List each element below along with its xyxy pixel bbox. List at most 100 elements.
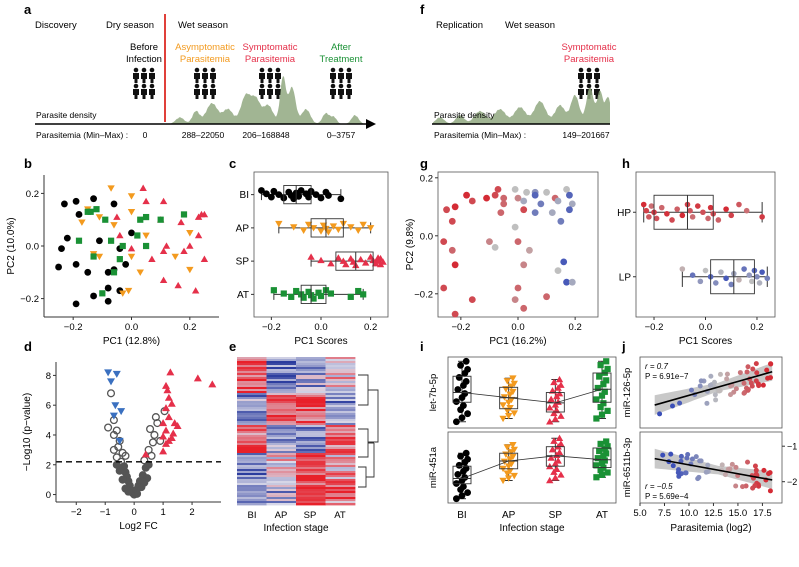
expression-point [462,449,470,457]
people-group-0-person-head [149,83,155,89]
asymptomatic-label-1: Asymptomatic [175,42,235,53]
score-point [288,293,295,300]
pca-point [526,246,533,254]
heatmap-cell [296,417,326,420]
heatmap-cell [296,471,326,474]
heatmap-cell [325,393,356,396]
y-axis-label: −Log10 (p−value) [22,393,33,471]
score-point [290,224,298,231]
pca-point [554,197,562,205]
volcano-point [121,451,130,460]
heatmap-cell [266,457,297,460]
x-tick-label: 0.0 [699,322,712,333]
expression-point [596,447,603,455]
heatmap-cell [266,363,297,366]
pca-point-AP [119,290,127,297]
heatmap-cell [266,379,297,382]
expression-point [593,462,600,469]
heatmap-cell [296,473,326,476]
pca-point [520,304,528,312]
pca-point-SP [159,276,168,283]
heatmap-cell [325,471,356,474]
pca-point-AP [127,193,136,200]
people-group-f-person-head [586,67,592,73]
heatmap-cell [237,433,267,436]
heatmap-cell [266,495,297,498]
expression-point [551,401,560,408]
score-point [342,260,350,268]
score-point [270,287,277,294]
heatmap-cell [325,395,356,398]
x-axis-label: Infection stage [499,523,564,534]
expression-point [457,406,464,414]
heatmap-cell [266,369,297,372]
heatmap-cell [266,405,297,408]
score-point [325,192,332,199]
pca-point-SP [113,213,121,220]
score-point [743,207,750,214]
correlation-point [724,376,730,382]
people-group-0-person-body [149,73,155,83]
heatmap-cell [266,443,297,446]
people-group-1-person-body [202,89,208,99]
heatmap-cell [237,459,267,462]
expression-point [510,472,518,480]
heatmap-cell [325,415,356,418]
expression-point [507,449,516,456]
volcano-point-up [164,393,173,401]
correlation-point [745,364,751,370]
pca-point-SP [191,287,200,294]
expression-point [506,391,514,398]
pca-point [563,278,570,286]
heatmap-cell [237,499,267,502]
volcano-point-up [166,368,175,376]
heatmap-cell [325,439,356,442]
pca-point [557,217,565,225]
heatmap-cell [296,377,326,380]
expression-point [597,403,604,411]
box [653,194,714,230]
score-point [275,220,283,228]
pca-point-BI [58,245,65,253]
heatmap-cell [296,369,326,372]
score-point [361,259,370,266]
pca-point-AT [102,216,109,223]
expression-point [503,407,511,415]
heatmap-cell [296,503,326,506]
heatmap-cell [296,381,326,384]
expression-point [550,409,558,417]
heatmap-cell [237,495,267,498]
pca-point-AT [90,253,97,260]
pca-point-AT [110,269,118,276]
heatmap-cell [325,481,356,484]
pca-point [511,296,519,303]
expression-point [603,438,610,445]
range-symptomatic-f: 149–201667 [562,130,610,140]
pca-point [451,261,459,269]
correlation-p-label: P = 6.91e−7 [645,372,689,381]
heatmap-cell [237,437,267,440]
pca-point-AP [127,253,136,261]
x-tick-label: 0.2 [569,322,582,333]
expression-point [598,392,606,399]
correlation-point [670,403,676,409]
heatmap-cell [266,499,297,502]
pca-point [543,293,550,301]
score-point [307,253,315,260]
people-group-2-person-body [267,73,273,83]
score-point [315,289,322,296]
score-point [357,255,365,263]
pca-point [468,197,476,205]
expression-point [510,410,518,417]
expression-point [504,413,513,420]
panel-label-g: g [420,156,428,171]
expression-point [500,458,509,466]
heatmap-cell [325,409,356,412]
heatmap-cell [237,413,267,416]
heatmap-cell [237,463,267,466]
heatmap-cell [325,379,356,382]
x-tick-label: 0.2 [364,322,377,333]
heatmap-cell [237,363,267,366]
heatmap-cell [296,397,326,400]
